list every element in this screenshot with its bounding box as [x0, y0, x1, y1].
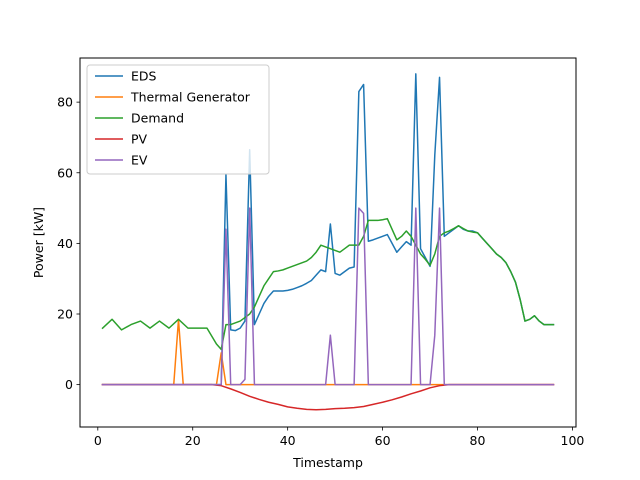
legend-label-ev: EV: [131, 153, 148, 168]
x-tick-label: 60: [375, 433, 391, 448]
legend-label-demand: Demand: [131, 111, 184, 126]
legend-label-pv: PV: [131, 132, 148, 147]
x-tick-label: 0: [94, 433, 102, 448]
x-tick-label: 100: [561, 433, 585, 448]
y-axis-label: Power [kW]: [31, 207, 46, 278]
x-axis-label: Timestamp: [292, 455, 363, 470]
legend-label-eds: EDS: [131, 69, 157, 84]
x-tick-label: 80: [470, 433, 486, 448]
y-tick-label: 80: [57, 95, 73, 110]
y-tick-label: 40: [57, 236, 73, 251]
y-tick-label: 20: [57, 307, 73, 322]
series-line-ev: [101, 207, 555, 386]
series-line-demand: [101, 217, 555, 351]
axes-frame: [79, 57, 577, 428]
legend-label-thermal-generator: Thermal Generator: [130, 90, 251, 105]
ticks-layer: 0 20 40 60 80 100 0 20 40 60 80: [57, 95, 584, 448]
legend: EDS Thermal Generator Demand PV EV: [86, 64, 270, 175]
x-tick-label: 20: [185, 433, 201, 448]
y-tick-label: 0: [65, 377, 73, 392]
series-line-pv: [101, 383, 555, 411]
x-tick-label: 40: [280, 433, 296, 448]
y-tick-label: 60: [57, 165, 73, 180]
legend-box: [86, 64, 270, 175]
series-layer: [101, 73, 555, 411]
